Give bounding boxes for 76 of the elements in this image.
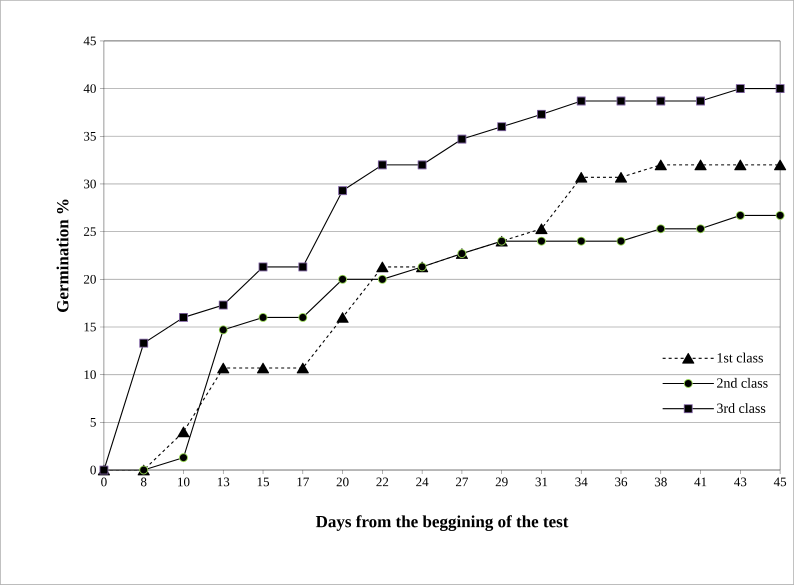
point (256, 362, 270, 374)
y-axis-title: Germination % (56, 200, 69, 312)
point (614, 172, 628, 183)
x-tick-label: 13 (218, 478, 230, 486)
point (378, 160, 387, 170)
point (258, 262, 268, 272)
x-tick-label: 43 (734, 478, 746, 486)
point (537, 236, 546, 246)
x-tick-label: 45 (774, 478, 786, 486)
x-tick-label: 0 (101, 478, 107, 486)
point (616, 96, 626, 106)
point (179, 453, 188, 462)
point (616, 236, 626, 246)
point (535, 223, 548, 234)
point (576, 236, 586, 246)
point (338, 186, 348, 196)
point (736, 210, 745, 220)
x-tick-label: 27 (456, 478, 468, 486)
legend-label: 2nd class (717, 378, 768, 388)
x-tick-label: 15 (258, 478, 270, 486)
point (177, 426, 190, 438)
point (336, 312, 349, 323)
x-tick-label: 22 (376, 478, 388, 486)
point (218, 325, 228, 334)
point (776, 84, 785, 94)
y-tick-label: 20 (84, 274, 96, 284)
x-axis-title: Days from the beggining of the test (316, 515, 568, 531)
y-tick-label: 35 (84, 132, 96, 141)
x-tick-label: 24 (416, 478, 428, 486)
y-tick-label: 10 (84, 370, 96, 380)
y-tick-label: 25 (84, 227, 96, 236)
point (576, 96, 586, 106)
point (378, 274, 387, 284)
point (218, 300, 228, 310)
x-tick-label: 29 (496, 478, 508, 486)
y-tick-label: 45 (84, 36, 96, 46)
point (654, 160, 667, 170)
point (298, 262, 308, 272)
point (418, 160, 427, 170)
point (457, 134, 466, 144)
point (734, 160, 746, 170)
point (656, 224, 666, 234)
legend-label: 3rd class (717, 403, 766, 413)
x-tick-label: 10 (178, 478, 190, 486)
x-tick-label: 17 (297, 478, 309, 486)
point (575, 172, 588, 183)
point (139, 338, 148, 348)
point (694, 160, 707, 170)
point (537, 110, 546, 119)
point (696, 224, 706, 234)
point (338, 274, 348, 284)
point (696, 96, 706, 106)
point (656, 96, 666, 106)
x-tick-label: 38 (654, 478, 667, 486)
point (179, 313, 188, 322)
legend-label: 1st class (718, 352, 763, 363)
x-tick-label: 36 (615, 478, 628, 486)
x-tick-label: 34 (575, 478, 588, 486)
point (296, 362, 309, 374)
point (497, 122, 506, 132)
point (217, 362, 230, 374)
point (258, 313, 268, 322)
y-tick-label: 40 (84, 84, 96, 93)
point (376, 262, 388, 272)
y-tick-label: 5 (90, 418, 96, 427)
point (776, 210, 785, 220)
x-tick-label: 31 (536, 478, 548, 486)
x-tick-label: 41 (694, 478, 706, 486)
point (774, 160, 786, 170)
y-tick-label: 15 (84, 322, 96, 332)
y-tick-label: 30 (84, 180, 96, 188)
point (736, 84, 745, 94)
point (298, 313, 308, 322)
y-tick-label: 0 (90, 466, 96, 474)
x-tick-label: 20 (336, 478, 349, 486)
x-tick-label: 8 (140, 478, 146, 486)
